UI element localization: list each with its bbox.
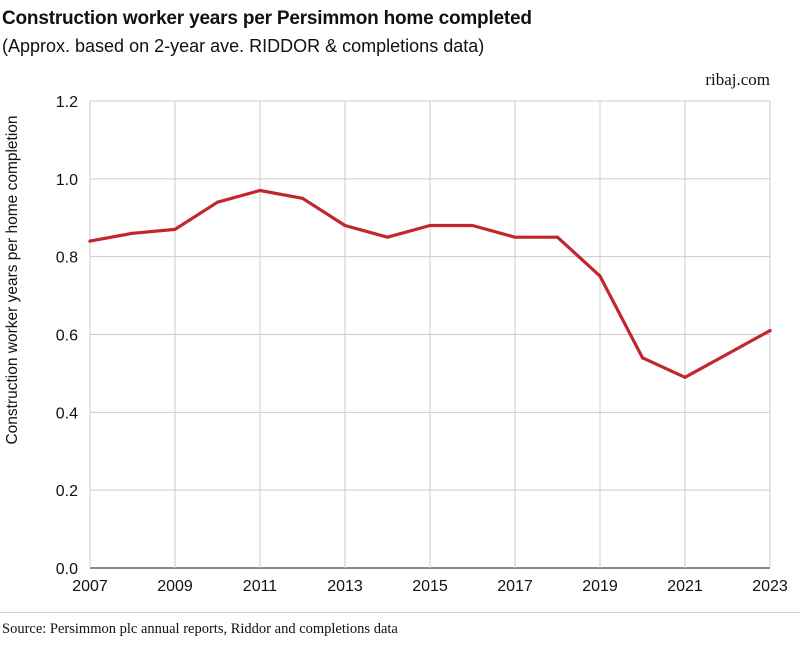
y-tick-label: 0.4 [56, 405, 78, 422]
x-tick-label: 2009 [157, 578, 193, 595]
y-tick-label: 1.2 [56, 94, 78, 111]
y-tick-label: 0.0 [56, 561, 78, 578]
x-tick-label: 2015 [412, 578, 448, 595]
data-point [683, 375, 687, 379]
data-point [513, 235, 517, 239]
data-point [258, 188, 262, 193]
data-point [640, 356, 645, 360]
x-tick-label: 2021 [667, 578, 703, 595]
series-layer [88, 188, 772, 379]
data-point [385, 235, 390, 239]
data-point [130, 231, 135, 235]
y-tick-label: 0.6 [56, 328, 78, 345]
data-point [343, 223, 347, 228]
data-point [215, 200, 220, 204]
brand-label: ribaj.com [705, 70, 770, 89]
data-point [555, 235, 560, 239]
line-chart: 0.0 0.2 0.4 0.6 0.8 1.0 1.2 2007 2009 2011 2013 201… [56, 94, 788, 595]
x-tick-label: 2011 [243, 578, 278, 595]
data-point [428, 223, 432, 228]
data-point [768, 329, 772, 333]
data-point [598, 274, 602, 278]
x-tick-label: 2017 [497, 578, 533, 595]
x-tick-label: 2007 [72, 578, 108, 595]
footer-divider [0, 612, 800, 613]
tick-label-layer: 0.0 0.2 0.4 0.6 0.8 1.0 1.2 2007 2009 2011 2013 201… [56, 94, 788, 595]
x-tick-label: 2023 [752, 578, 788, 595]
data-point [88, 239, 92, 243]
source-note: Source: Persimmon plc annual reports, Ri… [2, 621, 398, 637]
x-tick-label: 2019 [582, 578, 618, 595]
grid-layer [89, 100, 771, 569]
chart-subtitle: (Approx. based on 2-year ave. RIDDOR & c… [2, 36, 485, 56]
y-tick-label: 0.8 [56, 250, 78, 267]
data-point [470, 223, 475, 228]
data-point [300, 196, 305, 200]
data-point [725, 352, 730, 356]
chart-title: Construction worker years per Persimmon … [2, 8, 532, 29]
x-tick-label: 2013 [327, 578, 363, 595]
data-point [173, 227, 177, 232]
y-tick-label: 0.2 [56, 483, 78, 500]
y-tick-label: 1.0 [56, 172, 78, 189]
